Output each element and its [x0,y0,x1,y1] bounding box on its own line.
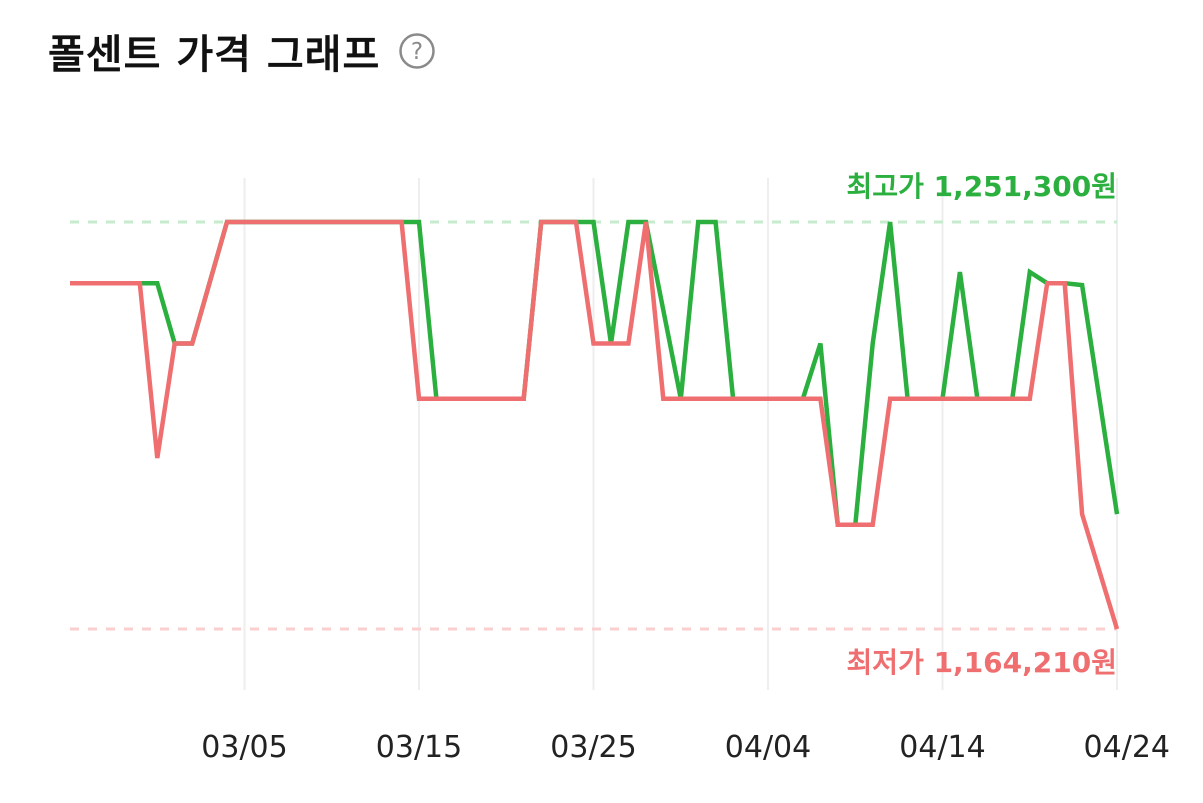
max-price-label: 최고가 1,251,300원 [847,170,1117,203]
x-tick-label: 04/14 [899,730,985,765]
help-icon[interactable]: ? [398,32,436,70]
x-tick-label: 04/24 [1084,730,1170,765]
x-axis-ticks: 03/05 03/15 03/25 04/04 04/14 04/24 [201,730,1170,765]
grid-lines [243,178,1118,690]
x-tick-label: 03/25 [550,730,636,765]
page-title: 폴센트 가격 그래프 [48,32,381,78]
series-lines [70,219,1120,630]
x-tick-label: 04/04 [725,730,811,765]
low-price-line [70,219,1120,630]
x-tick-label: 03/15 [376,730,462,765]
chart-header: 폴센트 가격 그래프 ? [48,22,436,80]
x-tick-label: 03/05 [201,730,287,765]
min-price-label: 최저가 1,164,210원 [847,646,1117,679]
svg-text:?: ? [411,39,423,65]
